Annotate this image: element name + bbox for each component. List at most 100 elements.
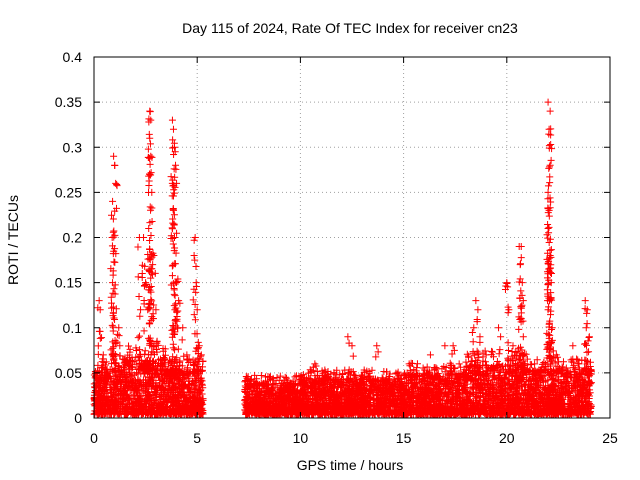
data-point (258, 389, 266, 397)
data-point (189, 393, 197, 401)
data-point (273, 373, 281, 381)
data-point (263, 408, 271, 416)
data-point (172, 394, 180, 402)
data-point (199, 400, 207, 408)
data-point (163, 367, 171, 375)
data-point (243, 377, 251, 385)
data-point (291, 382, 299, 390)
data-point (111, 402, 119, 410)
data-point (276, 372, 284, 380)
data-point (262, 398, 270, 406)
data-point (128, 353, 136, 361)
data-point (190, 382, 198, 390)
data-point (117, 367, 125, 375)
data-point (283, 374, 291, 382)
data-point (183, 383, 191, 391)
data-point (155, 392, 163, 400)
data-point (124, 360, 132, 368)
data-point (262, 405, 270, 413)
data-point (143, 396, 151, 404)
data-point (253, 393, 261, 401)
data-point (184, 388, 192, 396)
data-point (102, 371, 110, 379)
data-point (156, 361, 164, 369)
data-point (132, 403, 140, 411)
data-point (124, 378, 132, 386)
data-point (251, 401, 259, 409)
data-point (413, 360, 421, 368)
data-point (136, 346, 144, 354)
data-points (90, 98, 595, 418)
data-point (182, 410, 190, 418)
data-point (137, 408, 145, 416)
data-point (245, 390, 253, 398)
data-point (121, 410, 129, 418)
data-point (109, 379, 117, 387)
data-point (145, 373, 153, 381)
data-point (149, 382, 157, 390)
data-point (100, 386, 108, 394)
data-point (126, 369, 134, 377)
data-point (145, 383, 153, 391)
data-point (160, 355, 168, 363)
data-point (152, 369, 160, 377)
data-point (269, 384, 277, 392)
data-point (256, 397, 264, 405)
data-point (142, 408, 150, 416)
data-point (185, 359, 193, 367)
data-point (140, 370, 148, 378)
data-point (170, 408, 178, 416)
data-point (164, 397, 172, 405)
data-point (128, 400, 136, 408)
data-point (247, 376, 255, 384)
data-point (129, 363, 137, 371)
data-point (262, 380, 270, 388)
data-point (191, 399, 199, 407)
data-point (167, 403, 175, 411)
data-point (194, 366, 202, 374)
data-point (94, 361, 102, 369)
data-point (184, 410, 192, 418)
data-point (136, 395, 144, 403)
data-point (93, 405, 101, 413)
data-point (252, 399, 260, 407)
data-point (99, 409, 107, 417)
data-point (128, 379, 136, 387)
data-point (121, 385, 129, 393)
data-point (173, 385, 181, 393)
data-point (280, 399, 288, 407)
data-point (289, 377, 297, 385)
data-point (188, 387, 196, 395)
data-point (249, 382, 257, 390)
data-point (256, 385, 264, 393)
data-point (93, 375, 101, 383)
data-point (104, 389, 112, 397)
data-point (242, 373, 250, 381)
data-point (133, 369, 141, 377)
data-point (104, 403, 112, 411)
data-point (146, 410, 154, 418)
data-point (95, 401, 103, 409)
data-point (122, 373, 130, 381)
data-point (267, 391, 275, 399)
data-point (179, 401, 187, 409)
data-point (244, 393, 252, 401)
data-point (166, 375, 174, 383)
data-point (257, 372, 265, 380)
data-point (181, 382, 189, 390)
data-point (159, 344, 167, 352)
data-point (146, 392, 154, 400)
data-point (241, 406, 249, 414)
data-point (281, 373, 289, 381)
data-point (269, 381, 277, 389)
data-point (150, 397, 158, 405)
data-point (198, 380, 206, 388)
data-point (164, 372, 172, 380)
data-point (195, 405, 203, 413)
data-point (140, 404, 148, 412)
data-point (169, 410, 177, 418)
data-point (256, 390, 264, 398)
data-point (107, 383, 115, 391)
data-point (274, 408, 282, 416)
data-point (268, 405, 276, 413)
